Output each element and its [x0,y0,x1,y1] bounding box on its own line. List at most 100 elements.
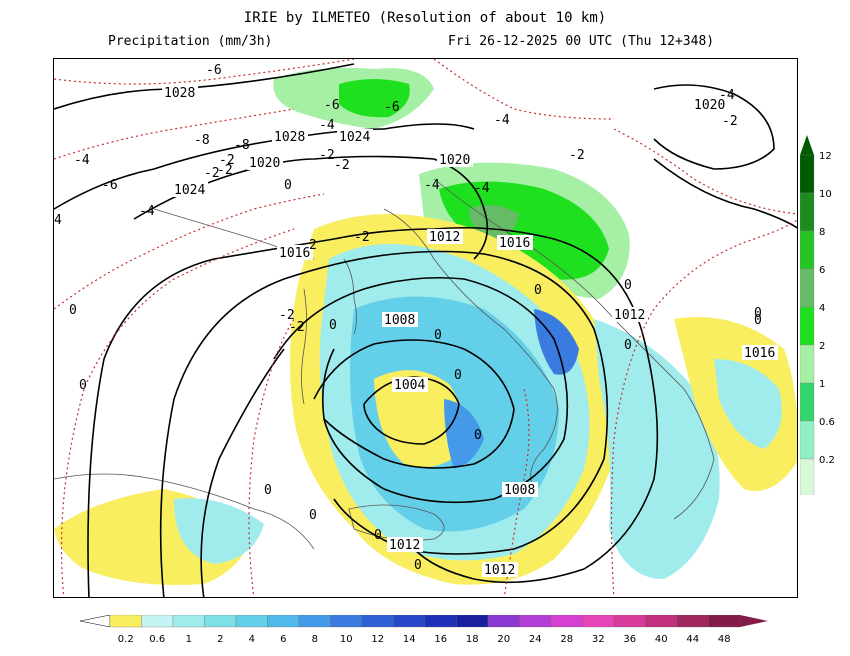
snow-scale-swatch [800,458,815,495]
isotherm-label: 4 [54,213,62,228]
isotherms [54,59,797,597]
isotherm-label: 0 [309,508,317,523]
isotherm-label: -8 [234,138,250,153]
rain-scale-arrow-right [740,615,768,627]
isobar-label-box [172,182,208,197]
isotherm-label: -4 [424,178,440,193]
isobar-label-box [162,85,198,100]
map-title: IRIE by ILMETEO (Resolution of about 10 … [243,10,607,26]
snow-scale-label: 10 [819,189,832,200]
forecast-time-label: Fri 26-12-2025 00 UTC (Thu 12+348) [448,34,715,49]
isobar-label: 1020 [249,156,280,171]
isobar-label-box [427,229,463,244]
snow-scale-swatch [800,154,815,194]
rain-scale-label: 48 [718,634,731,645]
isotherm-label: -2 [279,308,295,323]
snow-scale-arrow [800,135,814,155]
isobar-label: 1020 [694,98,725,113]
forecast-map: 1028 1028 1024 1024 1020 1020 1020 1016 1016 1016… [53,58,798,598]
isotherm-label: 0 [79,378,87,393]
rain-scale-swatch [676,615,709,628]
rain-scale-swatch [708,615,741,628]
isotherm-label: 0 [434,328,442,343]
isobar-label-box [337,129,373,144]
snow-scale-label: 6 [819,265,825,276]
isotherm-label: 0 [754,306,762,321]
rain-scale-label: 20 [497,634,510,645]
rain-scale-swatch [361,615,394,628]
snow-scale-label: 0.6 [819,417,835,428]
isotherm-label: 0 [474,428,482,443]
isotherm-labels: -6-6 -6-6-4-4-4-4-4-4-4-2-2-2-2-2-2-2-2-2… [54,63,762,573]
isobar-label: 1008 [504,483,535,498]
snow-scale-swatch [800,192,815,232]
isotherm-label: -6 [206,63,222,78]
isobar-label: 1016 [279,246,310,261]
isobar-labels: 1028 1028 1024 1024 1020 1020 1020 1016 1016 1016… [162,85,778,578]
isotherm-label: 0 [754,313,762,328]
snow-scale-swatch [800,420,815,460]
isotherm-label: -4 [319,118,335,133]
isobar-label-box [272,129,308,144]
isotherm-label: 0 [414,558,422,573]
isobar-label: 1024 [339,130,370,145]
variable-label: Precipitation (mm/3h) [108,34,273,49]
isotherm-label: -4 [719,88,735,103]
rain-scale-arrow-left [80,615,111,628]
rain-scale-label: 40 [655,634,668,645]
isotherm-label: -2 [722,114,738,129]
rain-scale-swatch [330,615,363,628]
isotherm-label: 0 [284,178,292,193]
isobar-label: 1024 [174,183,205,198]
isobar-label-box [497,235,533,250]
rain-precipitation-field [54,214,797,585]
rain-scale-label: 8 [312,634,318,645]
isobar-label-box [277,245,313,260]
rain-scale-swatch [393,615,426,628]
isotherm-label: 0 [329,318,337,333]
isotherm-label: 0 [374,528,382,543]
isotherm-label: 0 [624,338,632,353]
isobar-label: 1012 [614,308,645,323]
isobar-label-box [692,97,728,112]
rain-scale-label: 44 [686,634,699,645]
isotherm-label: -2 [204,166,220,181]
isotherm-label: -2 [217,163,233,178]
isotherm-label: 0 [69,303,77,318]
rain-scale-swatch [172,615,205,628]
isotherm-label: -4 [74,153,90,168]
rain-scale-swatch [550,615,583,628]
rain-scale-label: 28 [560,634,573,645]
rain-scale-label: 6 [280,634,286,645]
isobar-label-box [742,345,778,360]
snow-precipitation-field [273,67,630,299]
rain-scale-swatch [645,615,678,628]
rain-scale-label: 2 [217,634,223,645]
map-canvas: 1028 1028 1024 1024 1020 1020 1020 1016 1016 1016… [54,59,797,597]
rain-scale-label: 10 [340,634,353,645]
snow-scale-label: 2 [819,341,825,352]
snow-scale-label: 0.2 [819,455,835,466]
isobar-label-box [437,152,473,167]
rain-scale-swatch [519,615,552,628]
isotherm-label: -6 [324,98,340,113]
isobar-label-box [382,312,418,327]
rain-scale-label: 18 [466,634,479,645]
isotherm-label: -4 [139,204,155,219]
isobar-label: 1004 [394,378,425,393]
isotherm-label: -4 [474,181,490,196]
isotherm-label: -6 [102,178,118,193]
rain-scale-label: 1 [186,634,192,645]
snow-scale-label: 1 [819,379,825,390]
isotherm-label: 0 [624,278,632,293]
isobar-label-box [392,377,428,392]
rain-scale-swatch [613,615,646,628]
rain-scale-label: 12 [371,634,384,645]
isobar-label: 1020 [439,153,470,168]
isobar-label: 1012 [389,538,420,553]
rain-scale-swatch [298,615,331,628]
snow-color-scale: 12 10 8 6 4 2 1 0.6 0.2 [800,135,835,495]
isobar-label-box [612,307,648,322]
snow-scale-label: 12 [819,151,832,162]
snow-scale-swatch [800,306,815,346]
